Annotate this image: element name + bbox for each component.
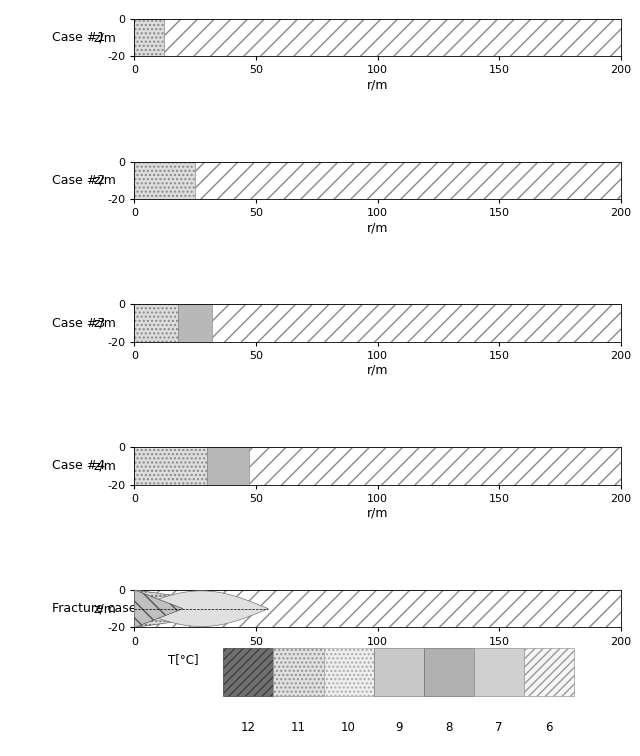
- Polygon shape: [134, 590, 268, 627]
- Bar: [134, 162, 195, 200]
- Bar: [374, 648, 424, 696]
- Text: T[°C]: T[°C]: [168, 652, 199, 666]
- Bar: [273, 648, 324, 696]
- Bar: [424, 648, 474, 696]
- Text: 6: 6: [545, 720, 553, 734]
- X-axis label: r/m: r/m: [367, 221, 388, 234]
- Bar: [134, 447, 207, 485]
- Polygon shape: [134, 590, 183, 627]
- Text: 8: 8: [445, 720, 452, 734]
- Polygon shape: [134, 591, 268, 627]
- Bar: [223, 648, 273, 696]
- Y-axis label: z/m: z/m: [93, 317, 116, 330]
- Text: 11: 11: [291, 720, 306, 734]
- Text: Fracture case: Fracture case: [52, 603, 136, 615]
- Text: 12: 12: [241, 720, 256, 734]
- Bar: [134, 19, 164, 57]
- Text: Case #3: Case #3: [52, 317, 105, 330]
- Bar: [207, 447, 249, 485]
- Bar: [178, 305, 212, 342]
- Y-axis label: z/m: z/m: [93, 31, 116, 44]
- Bar: [134, 305, 178, 342]
- Y-axis label: z/m: z/m: [93, 603, 116, 615]
- X-axis label: r/m: r/m: [367, 79, 388, 91]
- Y-axis label: z/m: z/m: [93, 460, 116, 472]
- Text: Case #4: Case #4: [52, 460, 105, 472]
- X-axis label: r/m: r/m: [367, 364, 388, 376]
- Text: Case #2: Case #2: [52, 174, 105, 187]
- X-axis label: r/m: r/m: [367, 507, 388, 519]
- Polygon shape: [120, 596, 256, 622]
- Bar: [324, 648, 374, 696]
- Text: 10: 10: [341, 720, 356, 734]
- Text: 9: 9: [395, 720, 403, 734]
- Bar: [195, 162, 621, 200]
- Bar: [249, 447, 621, 485]
- Bar: [524, 648, 574, 696]
- Bar: [474, 648, 524, 696]
- Text: 7: 7: [495, 720, 502, 734]
- Y-axis label: z/m: z/m: [93, 174, 116, 187]
- Text: Case #1: Case #1: [52, 31, 105, 44]
- X-axis label: r/m: r/m: [367, 649, 388, 662]
- Bar: [212, 305, 621, 342]
